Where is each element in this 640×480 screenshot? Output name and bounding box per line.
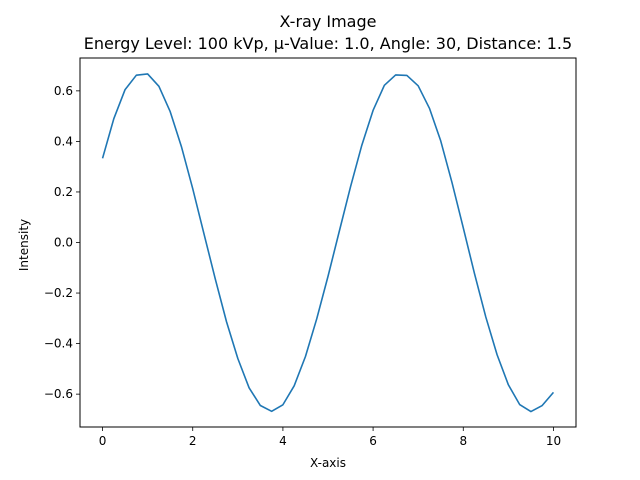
plot-area: 0 2 4 6 8 10 −0.6 −0.4 −0.2 0.0 0.2 0.4 0.6 — [44, 57, 577, 448]
x-tick-label: 0 — [99, 434, 107, 448]
x-ticks: 0 2 4 6 8 10 — [99, 427, 561, 448]
x-tick-label: 2 — [189, 434, 197, 448]
y-tick-label: 0.6 — [54, 84, 73, 98]
series-line — [101, 73, 555, 413]
y-tick-label: 0.4 — [54, 134, 73, 148]
y-axis-label: Intensity — [17, 219, 31, 271]
y-tick-label: −0.4 — [44, 337, 73, 351]
x-axis-label: X-axis — [310, 456, 346, 470]
x-tick-label: 8 — [459, 434, 467, 448]
x-tick-label: 10 — [546, 434, 561, 448]
x-tick-label: 6 — [369, 434, 377, 448]
chart-title: X-ray Image — [280, 12, 377, 31]
series-group — [101, 73, 555, 413]
y-tick-label: 0.0 — [54, 236, 73, 250]
axes-frame — [79, 57, 577, 428]
y-tick-label: −0.6 — [44, 387, 73, 401]
y-ticks: −0.6 −0.4 −0.2 0.0 0.2 0.4 0.6 — [44, 84, 80, 401]
chart-subtitle: Energy Level: 100 kVp, μ-Value: 1.0, Ang… — [84, 34, 572, 53]
x-tick-label: 4 — [279, 434, 287, 448]
y-tick-label: 0.2 — [54, 185, 73, 199]
y-tick-label: −0.2 — [44, 286, 73, 300]
